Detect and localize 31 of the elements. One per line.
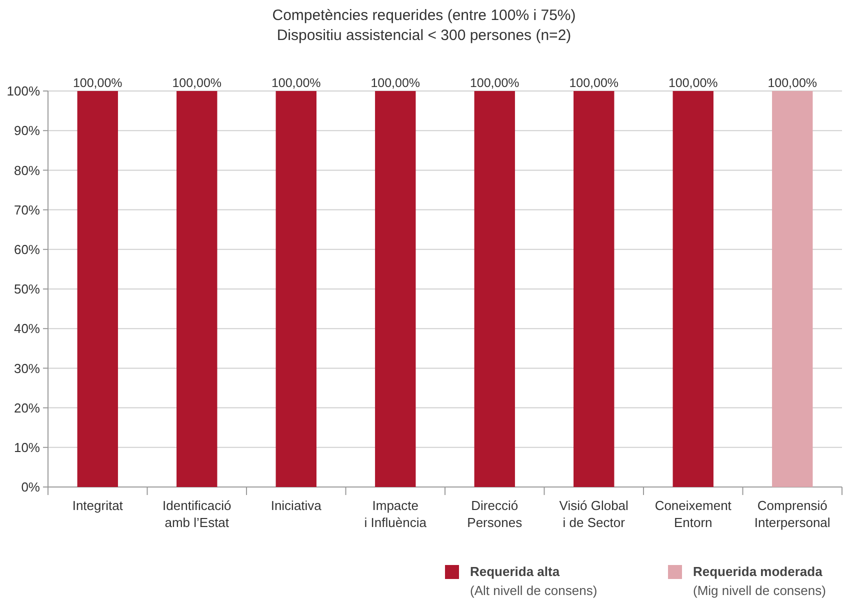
- chart-title: Competències requerides (entre 100% i 75%): [272, 7, 576, 24]
- x-tick-label: Iniciativa: [270, 498, 322, 513]
- x-tick-label: Integritat: [72, 498, 124, 513]
- y-tick-label: 80%: [14, 162, 40, 178]
- y-tick-label: 50%: [14, 282, 40, 297]
- data-label: 100,00%: [470, 76, 520, 90]
- chart-subtitle: Dispositiu assistencial < 300 persones (n=2): [276, 27, 572, 44]
- x-tick-label: Impacte i Influència: [364, 498, 428, 530]
- legend-label: Requerida moderada (Mig nivell de consens): [693, 564, 826, 598]
- y-tick-label: 70%: [14, 202, 40, 218]
- y-tick-label: 20%: [14, 400, 40, 416]
- data-label: 100,00%: [668, 76, 718, 90]
- legend-label: Requerida alta (Alt nivell de consens): [470, 564, 598, 598]
- y-tick-label: 60%: [14, 242, 40, 257]
- x-tick-label: Direcció Persones: [467, 498, 523, 530]
- data-label: 100,00%: [370, 76, 420, 90]
- x-tick-label: Coneixement Entorn: [654, 498, 732, 530]
- x-tick-label: Identificació amb l’Estat: [162, 498, 232, 530]
- data-label: 100,00%: [768, 76, 818, 90]
- data-label: 100,00%: [569, 76, 619, 90]
- y-tick-label: 100%: [6, 84, 40, 99]
- y-tick-label: 40%: [14, 321, 40, 336]
- x-tick-label: Comprensió Interpersonal: [754, 498, 830, 530]
- y-tick-label: 0%: [21, 480, 40, 495]
- data-label: 100,00%: [72, 76, 122, 90]
- data-label: 100,00%: [172, 76, 222, 90]
- y-tick-label: 30%: [14, 360, 40, 376]
- y-tick-label: 90%: [14, 123, 40, 138]
- data-label: 100,00%: [271, 76, 321, 90]
- y-tick-label: 10%: [14, 440, 40, 455]
- x-tick-label: Visió Global i de Sector: [559, 498, 629, 530]
